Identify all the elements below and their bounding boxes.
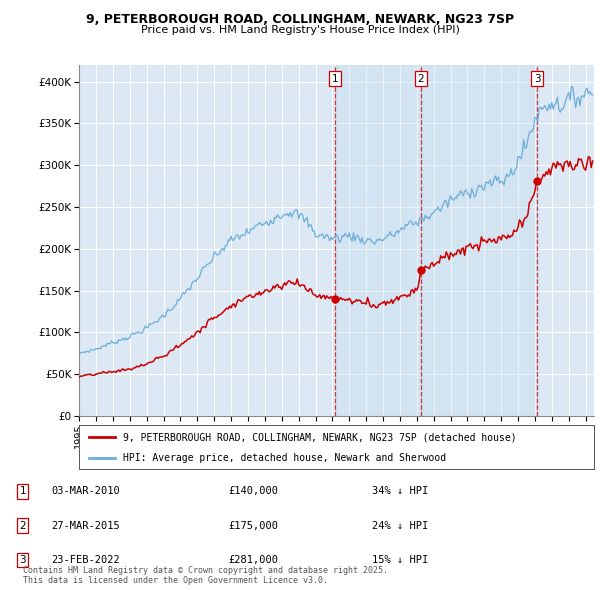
Text: 1: 1 bbox=[19, 487, 26, 496]
Text: 03-MAR-2010: 03-MAR-2010 bbox=[51, 487, 120, 496]
Text: 34% ↓ HPI: 34% ↓ HPI bbox=[372, 487, 428, 496]
Bar bbox=[421, 65, 537, 416]
Bar bbox=[335, 65, 421, 416]
Text: 23-FEB-2022: 23-FEB-2022 bbox=[51, 555, 120, 565]
Text: 1: 1 bbox=[332, 74, 338, 84]
Text: 9, PETERBOROUGH ROAD, COLLINGHAM, NEWARK, NG23 7SP (detached house): 9, PETERBOROUGH ROAD, COLLINGHAM, NEWARK… bbox=[123, 432, 517, 442]
Text: £140,000: £140,000 bbox=[228, 487, 278, 496]
Text: Contains HM Land Registry data © Crown copyright and database right 2025.
This d: Contains HM Land Registry data © Crown c… bbox=[23, 566, 388, 585]
Text: HPI: Average price, detached house, Newark and Sherwood: HPI: Average price, detached house, Newa… bbox=[123, 453, 446, 463]
Text: 3: 3 bbox=[534, 74, 541, 84]
Text: 9, PETERBOROUGH ROAD, COLLINGHAM, NEWARK, NG23 7SP: 9, PETERBOROUGH ROAD, COLLINGHAM, NEWARK… bbox=[86, 13, 514, 26]
Text: 15% ↓ HPI: 15% ↓ HPI bbox=[372, 555, 428, 565]
Text: 3: 3 bbox=[19, 555, 26, 565]
Text: £175,000: £175,000 bbox=[228, 521, 278, 530]
Text: £281,000: £281,000 bbox=[228, 555, 278, 565]
Text: 2: 2 bbox=[418, 74, 424, 84]
Text: Price paid vs. HM Land Registry's House Price Index (HPI): Price paid vs. HM Land Registry's House … bbox=[140, 25, 460, 35]
Text: 27-MAR-2015: 27-MAR-2015 bbox=[51, 521, 120, 530]
Text: 24% ↓ HPI: 24% ↓ HPI bbox=[372, 521, 428, 530]
Text: 2: 2 bbox=[19, 521, 26, 530]
